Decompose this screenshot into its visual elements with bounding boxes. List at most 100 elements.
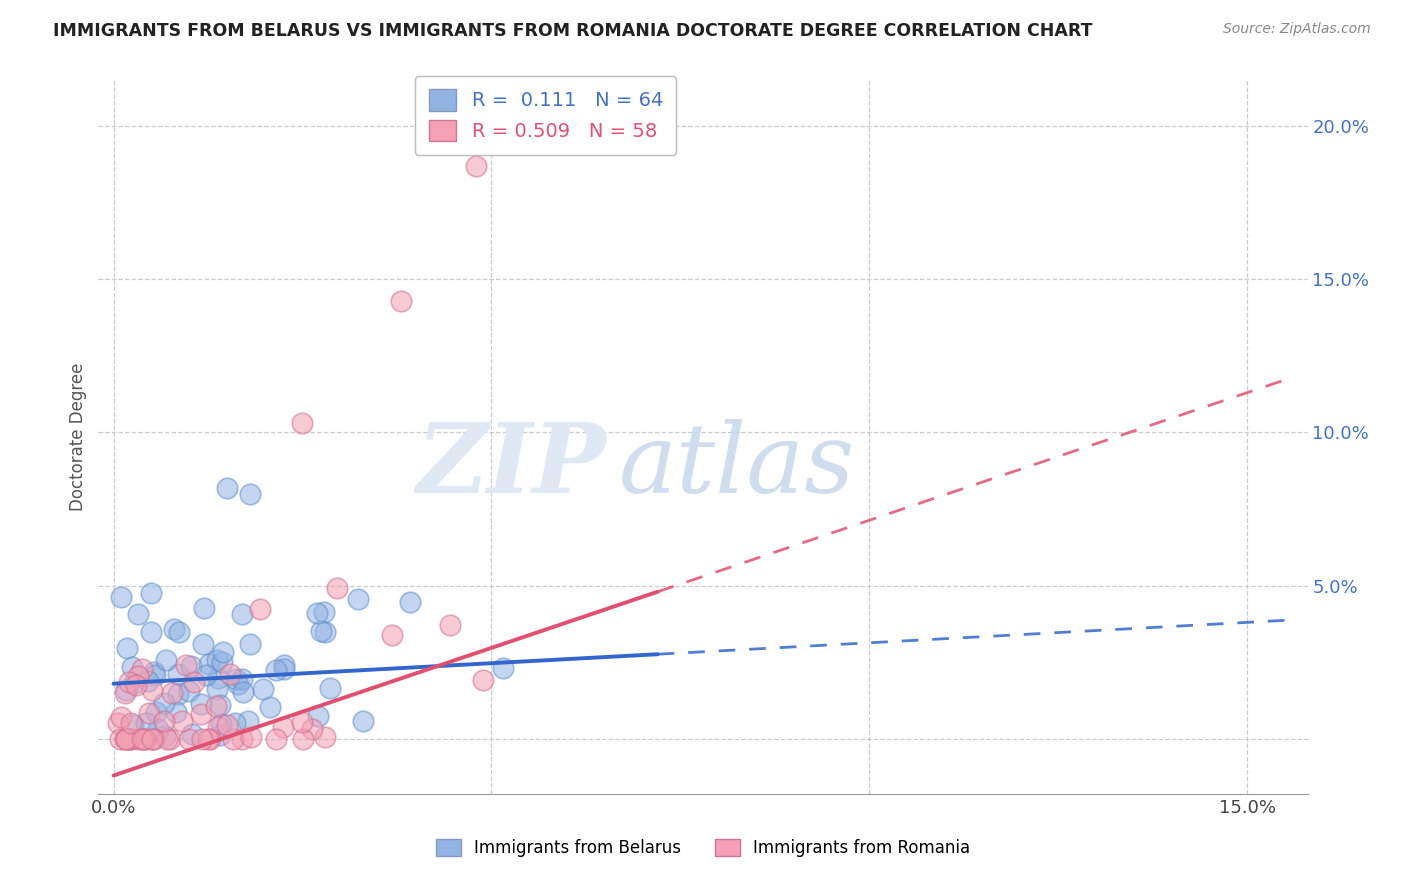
Point: [117, 731, 139, 746]
Point: [142, 665, 165, 680]
Point: [198, 657, 221, 671]
Point: [163, 622, 186, 636]
Point: [193, 601, 215, 615]
Point: [215, 481, 238, 495]
Point: [239, 487, 262, 501]
Point: [492, 661, 515, 675]
Point: [115, 731, 138, 746]
Point: [114, 731, 136, 746]
Point: [108, 731, 131, 746]
Point: [319, 681, 342, 695]
Point: [291, 417, 314, 431]
Point: [204, 699, 226, 714]
Point: [195, 668, 218, 682]
Point: [131, 731, 153, 746]
Point: [439, 617, 461, 632]
Point: [326, 581, 349, 595]
Point: [177, 683, 200, 698]
Point: [190, 698, 212, 712]
Point: [291, 714, 314, 729]
Point: [169, 625, 191, 640]
Text: ZIP: ZIP: [416, 418, 606, 513]
Point: [167, 667, 190, 681]
Point: [174, 658, 197, 673]
Point: [301, 723, 323, 737]
Point: [215, 718, 238, 732]
Point: [114, 686, 136, 700]
Point: [145, 705, 167, 719]
Point: [180, 726, 202, 740]
Point: [236, 714, 259, 729]
Point: [226, 676, 249, 690]
Point: [311, 624, 333, 638]
Point: [132, 731, 155, 746]
Point: [190, 731, 212, 746]
Point: [180, 659, 202, 673]
Point: [138, 673, 160, 688]
Y-axis label: Doctorate Degree: Doctorate Degree: [69, 363, 87, 511]
Point: [131, 731, 153, 746]
Point: [264, 663, 287, 677]
Point: [127, 607, 149, 622]
Point: [264, 731, 287, 746]
Point: [381, 628, 404, 642]
Point: [314, 730, 336, 744]
Point: [138, 706, 160, 720]
Point: [107, 715, 129, 730]
Point: [159, 731, 181, 746]
Point: [240, 730, 263, 744]
Point: [232, 684, 254, 698]
Point: [143, 667, 166, 681]
Point: [170, 714, 193, 728]
Point: [211, 645, 233, 659]
Point: [207, 681, 229, 696]
Point: [135, 715, 157, 730]
Point: [271, 720, 294, 734]
Point: [291, 731, 314, 746]
Point: [139, 586, 162, 600]
Point: [120, 716, 142, 731]
Point: [167, 687, 190, 701]
Point: [465, 159, 488, 173]
Point: [131, 662, 153, 676]
Point: [122, 717, 145, 731]
Point: [190, 706, 212, 721]
Point: [312, 605, 335, 619]
Point: [207, 653, 229, 667]
Point: [127, 731, 149, 746]
Point: [259, 699, 281, 714]
Point: [115, 731, 138, 746]
Point: [231, 607, 253, 621]
Point: [153, 696, 176, 710]
Point: [273, 658, 295, 673]
Point: [352, 714, 374, 729]
Point: [146, 723, 169, 737]
Legend: Immigrants from Belarus, Immigrants from Romania: Immigrants from Belarus, Immigrants from…: [429, 832, 977, 864]
Point: [153, 714, 176, 728]
Point: [115, 683, 138, 698]
Text: atlas: atlas: [619, 418, 855, 513]
Point: [347, 591, 370, 606]
Point: [239, 637, 262, 651]
Point: [211, 655, 233, 669]
Point: [471, 673, 494, 687]
Point: [179, 731, 201, 746]
Point: [305, 606, 328, 620]
Point: [143, 731, 166, 746]
Point: [124, 678, 146, 692]
Point: [156, 731, 179, 746]
Point: [121, 660, 143, 674]
Point: [160, 685, 183, 699]
Point: [127, 669, 149, 683]
Point: [222, 731, 245, 746]
Point: [208, 728, 231, 742]
Point: [155, 653, 177, 667]
Point: [209, 717, 232, 731]
Text: IMMIGRANTS FROM BELARUS VS IMMIGRANTS FROM ROMANIA DOCTORATE DEGREE CORRELATION : IMMIGRANTS FROM BELARUS VS IMMIGRANTS FR…: [53, 22, 1092, 40]
Point: [134, 731, 156, 746]
Point: [249, 602, 271, 616]
Point: [118, 731, 141, 746]
Point: [207, 720, 229, 734]
Point: [224, 715, 246, 730]
Point: [110, 590, 132, 604]
